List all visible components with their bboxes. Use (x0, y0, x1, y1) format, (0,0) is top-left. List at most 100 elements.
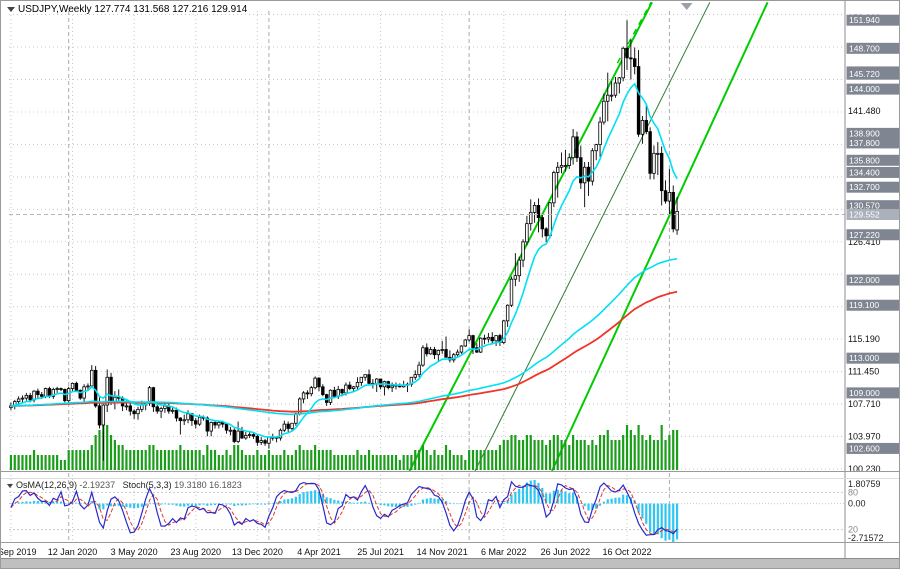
chart-menu-icon[interactable] (7, 6, 15, 12)
candle-body (471, 335, 475, 349)
candle-body (247, 434, 252, 436)
time-axis[interactable]: 22 Sep 2019 12 Jan 2020 3 May 2020 23 Aug 2… (1, 547, 652, 557)
volume-bar (71, 450, 74, 470)
volume-bar (263, 455, 267, 470)
volume-bar (190, 450, 194, 470)
osma-bar (298, 494, 301, 504)
candle-body (532, 205, 537, 213)
volume-bar (421, 445, 425, 470)
volume-bar (641, 435, 644, 470)
trend-channel[interactable] (408, 1, 769, 472)
volume-bar (360, 455, 363, 470)
ma-long-line[interactable] (10, 290, 678, 413)
candle-body (344, 384, 348, 394)
ma-fast-line[interactable] (10, 82, 678, 438)
osma-bar (598, 503, 602, 506)
volume-bar (125, 450, 128, 470)
volume-bar (660, 425, 663, 470)
volume-bar (79, 450, 82, 470)
stoch-signal-line[interactable] (10, 482, 678, 536)
candle-body (571, 136, 575, 159)
moving-averages[interactable] (10, 82, 678, 438)
osma-bar (587, 503, 590, 511)
time-axis-label: 16 Oct 2022 (602, 547, 651, 557)
volume-bar (444, 445, 448, 470)
price-level-tag (846, 181, 899, 193)
upper-channel-line[interactable] (551, 2, 769, 472)
candle-body (78, 389, 82, 399)
price-level-tag-text: 130.570 (849, 201, 880, 211)
candle-body (59, 388, 63, 390)
volume-bar (637, 425, 640, 470)
candle-body (16, 398, 21, 402)
volume-bar (240, 450, 244, 470)
volume-bar (568, 445, 571, 470)
price-level-tag (846, 229, 899, 241)
osma-bar (133, 503, 136, 509)
volume-bar (518, 440, 521, 470)
candle-body (217, 421, 221, 426)
ma-slow-line[interactable] (10, 257, 678, 416)
volume-bar (202, 455, 205, 470)
osma-bar (672, 503, 675, 542)
candle-body (652, 152, 656, 174)
osma-bar (248, 503, 251, 505)
volume-bar (306, 450, 309, 470)
lower-channel-line[interactable] (408, 2, 653, 472)
volume-bar (179, 445, 182, 470)
horizontal-scrollbar[interactable] (1, 558, 899, 568)
volume-bar (194, 450, 197, 470)
median-line[interactable] (474, 2, 711, 472)
candle-body (421, 347, 425, 366)
candle-body (263, 440, 267, 444)
price-axis-label: 111.450 (848, 367, 879, 377)
projection-line[interactable] (616, 1, 694, 64)
price-axis[interactable]: 152.200141.480126.410115.190111.450107.7… (844, 1, 900, 558)
volume-bar (25, 455, 28, 470)
osma-bar (606, 499, 609, 504)
stoch-main-line[interactable] (10, 480, 678, 536)
volume-bar (498, 445, 502, 470)
price-level-tag-text: 138.900 (849, 128, 880, 138)
osma-bar (113, 503, 116, 507)
time-axis-label: 14 Nov 2021 (417, 547, 468, 557)
indicator-menu-icon[interactable] (7, 483, 13, 488)
volume-bar (29, 455, 32, 470)
volume-bar (333, 455, 336, 470)
osma-bar (271, 502, 274, 504)
volume-histogram (9, 425, 679, 470)
volume-bar (525, 435, 529, 470)
volume-bar (479, 450, 482, 470)
volume-bar (136, 450, 140, 470)
candle-body (579, 157, 583, 184)
volume-bar (356, 450, 359, 470)
price-level-tag-text: 148.700 (849, 43, 880, 53)
osma-bar (675, 503, 679, 540)
osma-bar (206, 503, 209, 506)
volume-bar (556, 435, 559, 470)
volume-bar (448, 450, 451, 470)
volume-bar (560, 440, 563, 470)
volume-bar (310, 450, 313, 470)
candle-body (170, 409, 175, 412)
candle-body (432, 349, 437, 356)
osma-bar (198, 503, 201, 506)
volume-bar (63, 460, 66, 470)
candle-body (609, 94, 614, 97)
volume-bar (279, 455, 282, 470)
volume-bar (425, 450, 428, 470)
osma-bar (425, 498, 428, 504)
osma-bar (306, 491, 309, 504)
osma-bar (649, 503, 652, 533)
candle-body (232, 429, 236, 442)
volume-bar (271, 455, 274, 470)
volume-bar (564, 440, 567, 470)
volume-bar (140, 450, 143, 470)
osma-bar (202, 503, 205, 505)
candle-body (132, 410, 136, 415)
osma-bar (583, 503, 586, 507)
osma-bar (564, 491, 567, 504)
osma-bar (417, 502, 421, 504)
osma-bar (233, 503, 236, 507)
